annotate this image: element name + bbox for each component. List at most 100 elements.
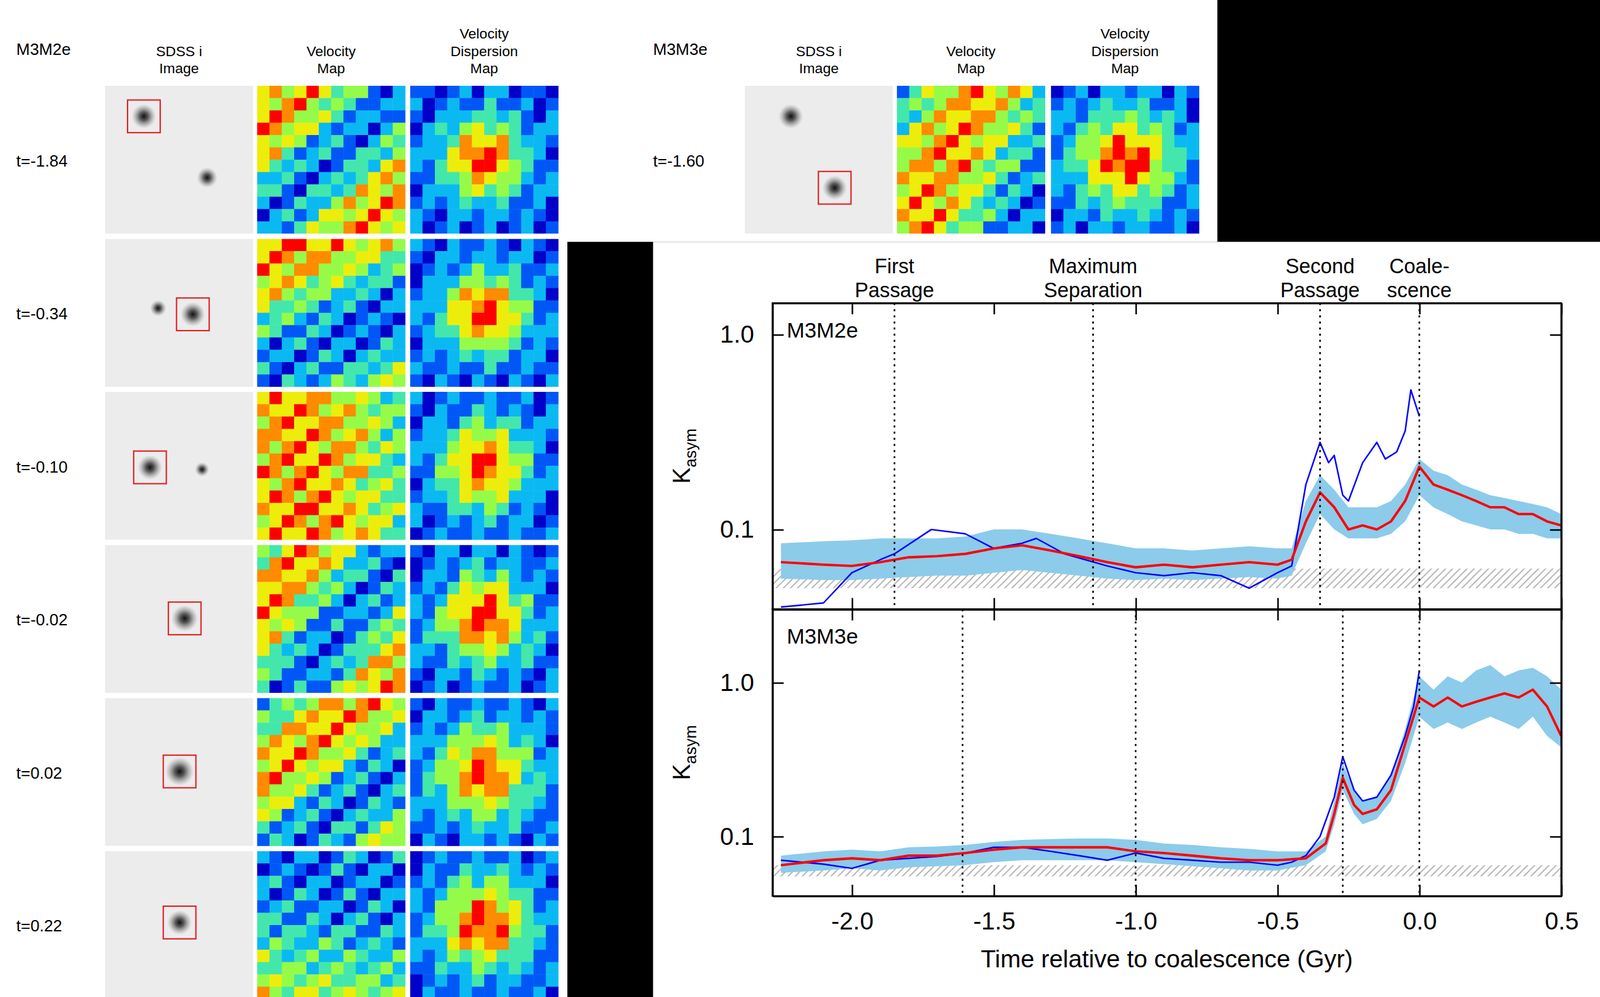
dispersion-map-cell bbox=[545, 619, 559, 632]
dispersion-map-cell bbox=[545, 863, 559, 877]
dispersion-map-cell bbox=[496, 833, 510, 847]
velocity-map-cell bbox=[355, 288, 369, 302]
image-row bbox=[105, 851, 559, 997]
dispersion-map-cell bbox=[410, 208, 423, 222]
velocity-map-cell bbox=[983, 135, 996, 148]
dispersion-map-cell bbox=[545, 784, 559, 798]
velocity-map-cell bbox=[946, 135, 959, 148]
dispersion-map-cell bbox=[1063, 208, 1077, 222]
velocity-map-cell bbox=[256, 490, 270, 504]
dispersion-map-cell bbox=[545, 569, 559, 583]
dispersion-map-cell bbox=[545, 581, 559, 595]
velocity-map-cell bbox=[269, 722, 283, 736]
velocity-map-cell bbox=[380, 159, 394, 173]
dispersion-map-cell bbox=[508, 912, 522, 926]
dispersion-map-cell bbox=[459, 527, 473, 541]
velocity-map-cell bbox=[392, 747, 406, 760]
velocity-map-cell bbox=[946, 147, 959, 161]
dispersion-map-cell bbox=[484, 771, 497, 785]
dispersion-map-cell bbox=[508, 503, 522, 516]
dispersion-map-cell bbox=[447, 863, 461, 877]
velocity-map-cell bbox=[306, 631, 320, 644]
velocity-map-cell bbox=[355, 362, 369, 375]
dispersion-map-cell bbox=[496, 759, 510, 773]
velocity-map-cell bbox=[380, 429, 394, 442]
dispersion-map-cell bbox=[434, 668, 448, 682]
dispersion-map-cell bbox=[472, 208, 485, 222]
dispersion-map-cell bbox=[1100, 122, 1113, 136]
velocity-map-cell bbox=[380, 275, 394, 289]
velocity-map-cell bbox=[281, 851, 295, 865]
dispersion-map-cell bbox=[410, 833, 423, 847]
velocity-map-cell bbox=[294, 784, 307, 798]
velocity-map-cell bbox=[1032, 208, 1046, 222]
velocity-map-cell bbox=[331, 949, 344, 963]
dispersion-map-cell bbox=[422, 300, 435, 314]
dispersion-map-cell bbox=[472, 172, 485, 185]
velocity-map-cell bbox=[294, 159, 307, 173]
velocity-map-cell bbox=[318, 710, 332, 724]
dispersion-map-cell bbox=[422, 313, 435, 326]
velocity-map-cell bbox=[355, 263, 369, 277]
dispersion-map-cell bbox=[545, 515, 559, 528]
dispersion-map-cell bbox=[434, 238, 448, 252]
dispersion-map-cell bbox=[459, 362, 473, 375]
velocity-map-cell bbox=[331, 172, 344, 185]
dispersion-map-cell bbox=[484, 288, 497, 302]
velocity-map-cell bbox=[946, 221, 959, 235]
dispersion-map-cell bbox=[447, 275, 461, 289]
dispersion-map-cell bbox=[434, 135, 448, 148]
velocity-map-cell bbox=[355, 147, 369, 161]
velocity-map-cell bbox=[367, 974, 381, 988]
velocity-map-cell bbox=[306, 594, 320, 608]
velocity-map-cell bbox=[380, 503, 394, 516]
velocity-map-cell bbox=[318, 912, 332, 926]
velocity-map-cell bbox=[1019, 147, 1033, 161]
dispersion-map-cell bbox=[1088, 196, 1101, 210]
velocity-map-cell bbox=[343, 668, 356, 682]
velocity-map-cell bbox=[294, 962, 307, 976]
velocity-map-cell bbox=[380, 888, 394, 901]
dispersion-map-cell bbox=[447, 912, 461, 926]
velocity-map-cell bbox=[343, 337, 356, 351]
velocity-map-cell bbox=[367, 581, 381, 595]
velocity-map-cell bbox=[1032, 172, 1046, 185]
dispersion-map-cell bbox=[484, 594, 497, 608]
dispersion-map-cell bbox=[545, 771, 559, 785]
velocity-map-cell bbox=[380, 288, 394, 302]
velocity-map-cell bbox=[392, 606, 406, 620]
dispersion-map-cell bbox=[533, 263, 546, 277]
velocity-map-cell bbox=[256, 416, 270, 430]
dispersion-map-cell bbox=[521, 557, 534, 570]
velocity-map-cell bbox=[331, 300, 344, 314]
velocity-map-cell bbox=[343, 796, 356, 810]
velocity-map-cell bbox=[331, 937, 344, 951]
dispersion-map-cell bbox=[422, 288, 435, 302]
dispersion-map-cell bbox=[508, 796, 522, 810]
dispersion-map-cell bbox=[1075, 97, 1089, 111]
velocity-map-cell bbox=[380, 681, 394, 694]
dispersion-map-cell bbox=[508, 557, 522, 570]
dispersion-map-cell bbox=[1100, 184, 1113, 197]
dispersion-map-cell bbox=[496, 300, 510, 314]
dispersion-map-cell bbox=[533, 851, 546, 865]
velocity-map-cell bbox=[281, 515, 295, 528]
velocity-map-cell bbox=[367, 759, 381, 773]
dispersion-map-cell bbox=[434, 949, 448, 963]
dispersion-map-cell bbox=[496, 619, 510, 632]
dispersion-map-cell bbox=[1088, 110, 1101, 124]
velocity-map-cell bbox=[318, 196, 332, 210]
dispersion-map-cell bbox=[459, 374, 473, 387]
dispersion-map-cell bbox=[422, 606, 435, 620]
dispersion-map-cell bbox=[422, 337, 435, 351]
dispersion-map-cell bbox=[447, 655, 461, 669]
dispersion-map-cell bbox=[508, 374, 522, 387]
galaxy bbox=[171, 605, 199, 632]
velocity-map-cell bbox=[331, 221, 344, 235]
dispersion-map-cell bbox=[545, 821, 559, 835]
velocity-map-cell bbox=[343, 325, 356, 338]
velocity-map-cell bbox=[343, 97, 356, 111]
dispersion-map-cell bbox=[422, 643, 435, 657]
velocity-map-cell bbox=[306, 416, 320, 430]
velocity-map-cell bbox=[392, 404, 406, 418]
